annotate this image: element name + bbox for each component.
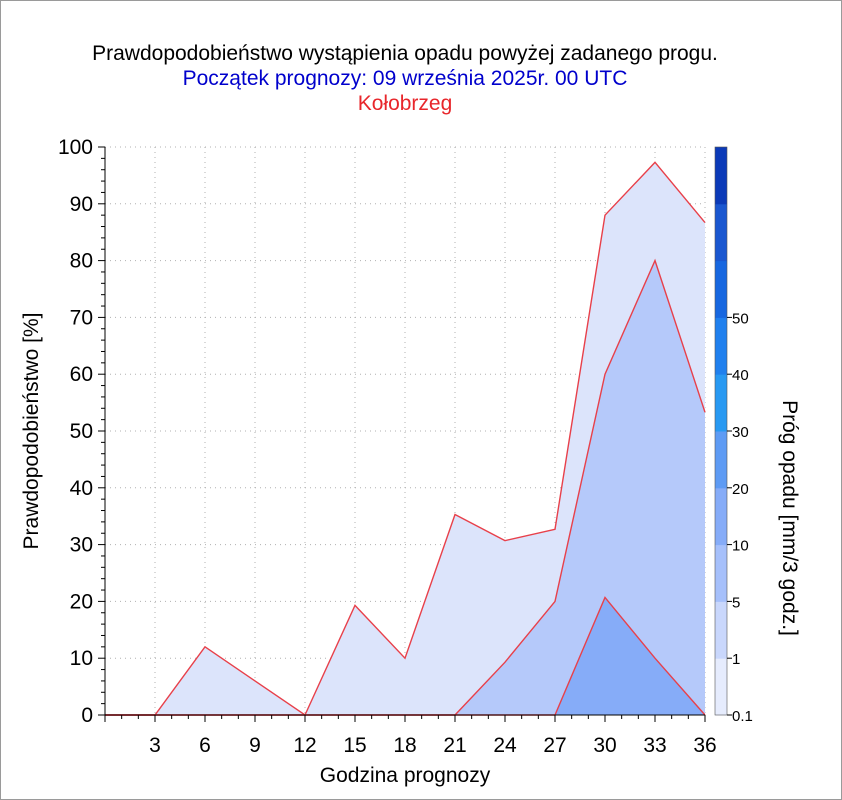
y-tick-label: 60 (70, 363, 93, 386)
colorbar-tick-label: 10 (732, 538, 749, 555)
y-axis-label: Prawdopodobieństwo [%] (20, 313, 43, 550)
colorbar-label: Próg opadu [mm/3 godz.] (778, 400, 801, 636)
forecast-start-subtitle: Początek prognozy: 09 września 2025r. 00… (182, 67, 628, 90)
colorbar-tick-label: 20 (732, 481, 749, 498)
colorbar-segment (715, 260, 727, 318)
x-axis-ticks: 3 6 9 12 15 18 21 24 27 30 33 36 (104, 715, 717, 757)
y-tick-label: 30 (70, 534, 93, 557)
y-tick-label: 100 (58, 136, 93, 159)
y-tick-label: 0 (81, 704, 93, 727)
colorbar-tick-label: 40 (732, 367, 749, 384)
threshold-colorbar: 0.1 1 5 10 20 30 40 50 (714, 146, 753, 725)
x-tick-label: 9 (249, 734, 261, 757)
series-line-threshold-0-1 (105, 161, 706, 717)
chart-title: Prawdopodobieństwo wystąpienia opadu pow… (92, 42, 718, 65)
x-tick-label: 3 (149, 734, 161, 757)
colorbar-segment (715, 658, 727, 716)
colorbar-segment (715, 431, 727, 489)
x-tick-label: 24 (493, 734, 517, 757)
colorbar-segment (715, 203, 727, 262)
colorbar-tick-label: 1 (732, 651, 740, 668)
x-axis-label: Godzina prognozy (320, 764, 491, 787)
colorbar-segment (715, 374, 727, 432)
x-tick-label: 27 (543, 734, 566, 757)
x-tick-label: 36 (693, 734, 716, 757)
y-tick-label: 70 (70, 306, 93, 329)
colorbar-segment (715, 601, 727, 659)
area-threshold-0-1 (105, 162, 705, 715)
x-tick-label: 21 (443, 734, 466, 757)
colorbar-segment (715, 147, 727, 205)
colorbar-segment (715, 487, 727, 546)
y-tick-label: 40 (70, 477, 93, 500)
location-name: Kołobrzeg (357, 92, 453, 115)
y-tick-label: 50 (70, 420, 93, 443)
y-tick-label: 20 (70, 590, 93, 613)
x-tick-label: 30 (593, 734, 616, 757)
colorbar-segment (715, 317, 727, 375)
y-tick-label: 10 (70, 647, 93, 670)
x-tick-label: 6 (199, 734, 211, 757)
y-tick-label: 80 (70, 250, 93, 273)
colorbar-tick-label: 0.1 (732, 708, 753, 725)
y-axis-ticks: 0 10 20 30 40 50 60 70 80 90 100 (58, 136, 105, 727)
x-tick-label: 12 (293, 734, 316, 757)
x-tick-label: 33 (643, 734, 666, 757)
colorbar-tick-label: 5 (732, 594, 740, 611)
colorbar-segment (715, 544, 727, 602)
x-tick-label: 18 (393, 734, 416, 757)
colorbar-tick-label: 50 (732, 310, 749, 327)
x-tick-label: 15 (343, 734, 366, 757)
area-threshold-5 (105, 597, 705, 715)
colorbar-tick-label: 30 (732, 424, 749, 441)
y-tick-label: 90 (70, 193, 93, 216)
